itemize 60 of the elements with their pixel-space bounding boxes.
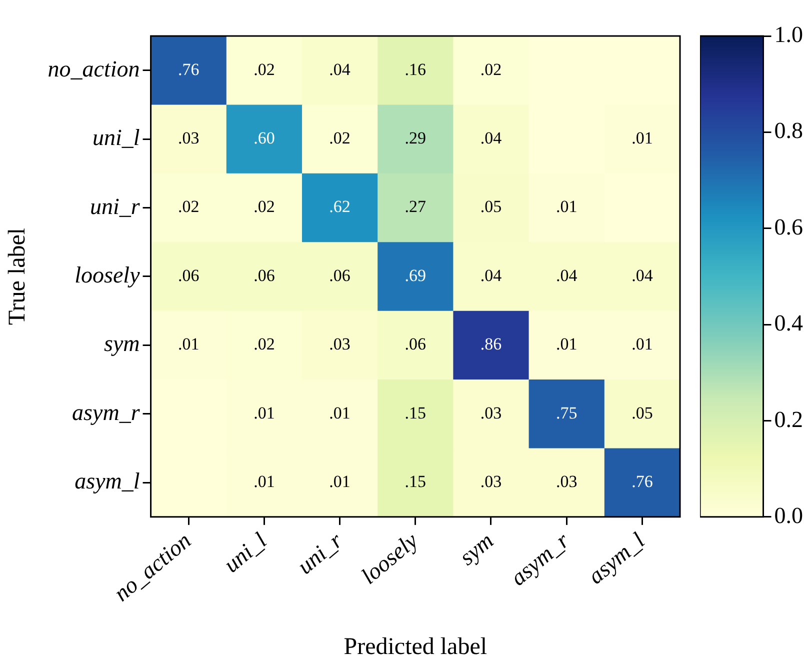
x-tick-label: uni_r [292,527,348,579]
color-bar-label: 0.0 [774,502,803,528]
data-label: .03 [480,403,502,422]
data-label: .04 [632,266,654,285]
y-tick-label: asym_l [74,468,140,494]
y-tick-label: sym [104,331,140,356]
data-label: .06 [329,266,350,285]
data-label: .03 [480,472,502,492]
data-label: .02 [254,60,275,79]
data-label: .05 [480,197,502,216]
data-label: .04 [480,128,502,148]
y-tick-label: uni_l [92,125,140,150]
data-label: .06 [404,334,426,354]
data-label: .27 [404,197,427,216]
data-label: .01 [254,403,275,422]
data-label: .76 [178,60,200,79]
data-label: .03 [556,472,578,492]
y-tick-label: uni_r [90,194,141,219]
data-label: .02 [178,197,200,216]
data-label: .01 [329,472,350,492]
data-label: .04 [480,266,502,285]
color-bar-label: 0.6 [774,214,803,240]
data-label: .16 [404,60,426,79]
data-label: .02 [480,60,502,79]
x-axis-title: Predicted label [344,634,488,660]
data-label: .01 [556,334,578,354]
data-label: .86 [480,334,502,354]
data-label: .76 [632,472,653,492]
color-bar-label: 0.2 [774,406,803,432]
data-label: .02 [254,197,275,216]
data-label: .01 [254,472,275,492]
y-tick-label: asym_r [72,400,141,425]
color-bar-label: 0.4 [774,310,804,336]
data-label: .02 [329,128,350,148]
data-label: .01 [329,403,350,422]
data-label: .01 [556,197,578,216]
color-bar-label: 1.0 [774,22,803,48]
data-label: .75 [556,403,578,422]
y-tick-label: no_action [48,56,140,82]
data-label: .60 [254,128,275,148]
data-label: .02 [254,334,275,354]
data-label: .29 [404,128,426,148]
data-label: .62 [329,197,350,216]
data-label: .06 [254,266,275,285]
data-label: .04 [556,266,578,285]
y-tick-label: loosely [74,262,141,288]
data-label: .01 [632,334,653,354]
data-label: .69 [404,266,426,285]
data-label: .04 [329,60,351,79]
data-label: .03 [178,128,200,148]
data-label: .05 [632,403,653,422]
data-label: .06 [178,266,200,285]
data-label: .15 [404,472,426,492]
data-label: .01 [632,128,653,148]
data-label: .01 [178,334,200,354]
data-label: .03 [329,334,350,354]
x-tick-label: sym [454,528,498,570]
y-axis-title: True label [4,228,31,326]
data-label: .15 [404,403,426,422]
color-bar-label: 0.8 [774,118,803,144]
